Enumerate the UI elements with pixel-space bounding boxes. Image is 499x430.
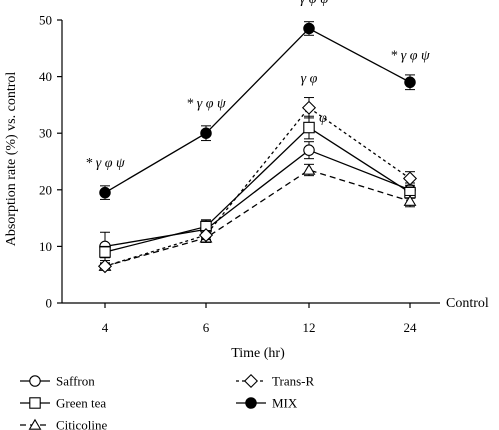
- control-label: Control: [446, 296, 489, 311]
- legend-label: Saffron: [56, 374, 95, 389]
- legend-label: Citicoline: [56, 418, 108, 430]
- data-point-mix: [200, 127, 212, 139]
- significance-annotation: * γ φ ψ: [289, 0, 329, 7]
- data-point-trans-r: [402, 171, 418, 186]
- data-point-mix: [303, 22, 315, 35]
- legend-item-green-tea: Green tea: [20, 396, 106, 411]
- significance-annotation: * γ φ ψ: [390, 49, 430, 64]
- series-citicoline: [98, 163, 417, 271]
- legend-item-trans-r: Trans-R: [236, 374, 314, 389]
- data-point-trans-r: [301, 100, 317, 115]
- significance-annotation: γ φ: [301, 71, 318, 86]
- significance-annotation: * γ φ ψ: [186, 97, 226, 112]
- y-tick-label: 40: [39, 69, 52, 84]
- annotation-layer: * γ φ ψ * γ φ ψ * γ φ ψ * γ φ ψ γ φ φ: [85, 0, 430, 171]
- series-mix: [99, 21, 416, 200]
- legend-item-citicoline: Citicoline: [20, 418, 108, 430]
- legend-label: Trans-R: [272, 374, 314, 389]
- data-point-green-tea: [99, 246, 111, 258]
- data-point-trans-r: [97, 259, 113, 274]
- axes: 0 10 20 30 40 50 4 6 12 24: [39, 13, 440, 335]
- legend-label: MIX: [272, 396, 298, 411]
- legend-marker: [28, 418, 42, 430]
- data-point-mix: [99, 186, 111, 199]
- series-line-trans-r: [104, 106, 411, 267]
- y-axis-title: Absorption rate (%) vs. control: [4, 72, 19, 247]
- y-tick-label: 10: [39, 239, 52, 254]
- data-point-citicoline: [302, 163, 316, 175]
- y-tick-label: 20: [39, 182, 52, 197]
- legend-item-mix: MIX: [236, 396, 298, 411]
- data-point-trans-r: [198, 228, 214, 243]
- legend-label: Green tea: [56, 396, 106, 411]
- significance-annotation: * γ φ ψ: [85, 156, 125, 171]
- series-line-citicoline: [104, 169, 411, 267]
- series-line-saffron: [104, 149, 411, 248]
- legend-marker: [29, 375, 41, 387]
- y-tick-label: 0: [46, 296, 53, 311]
- data-point-green-tea: [303, 121, 315, 134]
- series-layer: [97, 21, 418, 274]
- legend-marker: [29, 397, 41, 409]
- y-tick-label: 50: [39, 13, 52, 28]
- x-tick-label: 12: [303, 320, 316, 335]
- series-line-mix: [104, 27, 411, 194]
- legend-marker: [245, 397, 257, 409]
- series-saffron: [99, 141, 416, 262]
- x-tick-label: 4: [102, 320, 109, 335]
- y-tick-label: 30: [39, 126, 52, 141]
- series-green-tea: [99, 115, 416, 259]
- series-line-green-tea: [104, 126, 411, 253]
- legend: Saffron Green tea Citicoline Trans-R MIX: [20, 374, 314, 430]
- data-point-citicoline: [403, 194, 417, 206]
- data-point-saffron: [303, 144, 315, 156]
- legend-marker: [243, 373, 259, 389]
- data-point-mix: [404, 76, 416, 89]
- x-tick-label: 24: [404, 320, 418, 335]
- series-trans-r: [97, 97, 418, 274]
- x-tick-label: 6: [203, 320, 210, 335]
- legend-item-saffron: Saffron: [20, 374, 95, 389]
- significance-annotation: φ: [319, 111, 327, 126]
- x-axis-title: Time (hr): [231, 346, 285, 361]
